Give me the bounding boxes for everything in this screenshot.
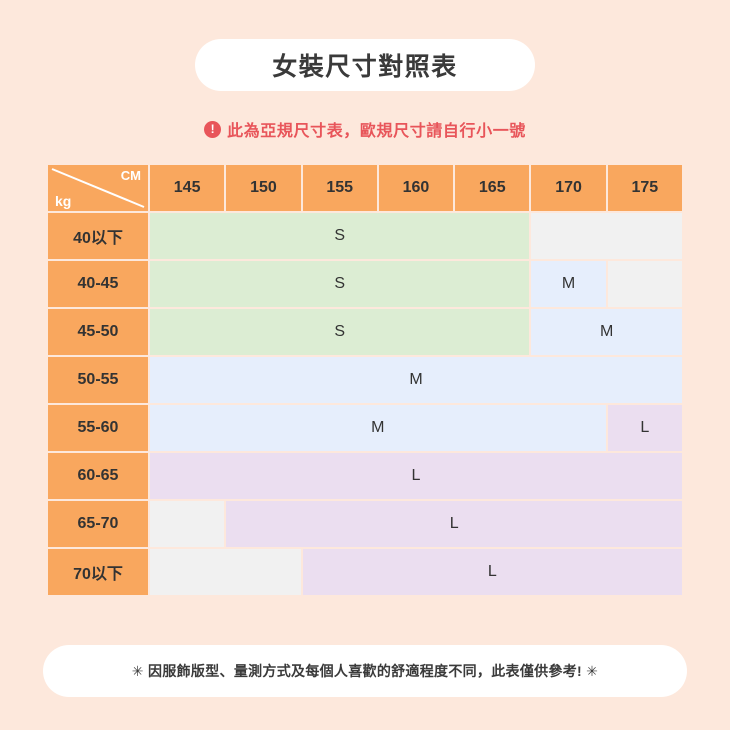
notice-banner: ! 此為亞規尺寸表，歐規尺寸請自行小一號 (204, 117, 526, 141)
row-header-0: 40以下 (48, 213, 148, 259)
footer-note: ✳ 因服飾版型、量測方式及每個人喜歡的舒適程度不同，此表僅供參考! ✳ (131, 663, 599, 679)
column-header-155: 155 (302, 165, 377, 211)
row-header-4: 55-60 (48, 405, 148, 451)
title-pill: 女裝尺寸對照表 (195, 39, 535, 91)
table-row: 40以下 S (48, 213, 682, 259)
axis-corner-cell: CM kg (48, 165, 148, 211)
column-header-145: 145 (150, 165, 225, 211)
column-header-170: 170 (531, 165, 606, 211)
table-row: 70以下 L (48, 549, 682, 595)
size-cell-M: M (531, 309, 682, 355)
table-header-row: CM kg 145 150 155 160 165 170 175 (48, 165, 682, 211)
size-cell-L: L (226, 501, 682, 547)
table-row: 40-45 S M (48, 261, 682, 307)
axis-label-kg: kg (55, 193, 72, 209)
footer-pill: ✳ 因服飾版型、量測方式及每個人喜歡的舒適程度不同，此表僅供參考! ✳ (43, 645, 687, 697)
size-cell-S: S (150, 309, 530, 355)
row-header-7: 70以下 (48, 549, 148, 595)
row-header-1: 40-45 (48, 261, 148, 307)
size-cell-S: S (150, 261, 530, 307)
row-header-2: 45-50 (48, 309, 148, 355)
table-row: 60-65 L (48, 453, 682, 499)
column-header-165: 165 (455, 165, 530, 211)
size-cell-M: M (150, 405, 606, 451)
size-cell-M: M (150, 357, 682, 403)
size-cell-L: L (302, 549, 682, 595)
size-cell-S: S (150, 213, 530, 259)
empty-cell (150, 549, 301, 595)
size-cell-L: L (607, 405, 682, 451)
diagonal-divider-icon (51, 168, 145, 208)
page-title: 女裝尺寸對照表 (272, 53, 458, 81)
column-header-175: 175 (607, 165, 682, 211)
empty-cell (150, 501, 225, 547)
size-cell-L: L (150, 453, 682, 499)
notice-text: 此為亞規尺寸表，歐規尺寸請自行小一號 (227, 123, 526, 140)
size-chart-table: CM kg 145 150 155 160 165 170 175 40以下 S 40-45 S M 45-… (46, 163, 684, 597)
table-row: 55-60 M L (48, 405, 682, 451)
row-header-3: 50-55 (48, 357, 148, 403)
table-row: 50-55 M (48, 357, 682, 403)
empty-cell (607, 261, 682, 307)
column-header-150: 150 (226, 165, 301, 211)
exclamation-circle-icon: ! (204, 120, 222, 138)
table-row: 45-50 S M (48, 309, 682, 355)
empty-cell (531, 213, 682, 259)
row-header-6: 65-70 (48, 501, 148, 547)
size-cell-M: M (531, 261, 606, 307)
axis-label-cm: CM (120, 168, 141, 183)
table-row: 65-70 L (48, 501, 682, 547)
row-header-5: 60-65 (48, 453, 148, 499)
column-header-160: 160 (378, 165, 454, 211)
